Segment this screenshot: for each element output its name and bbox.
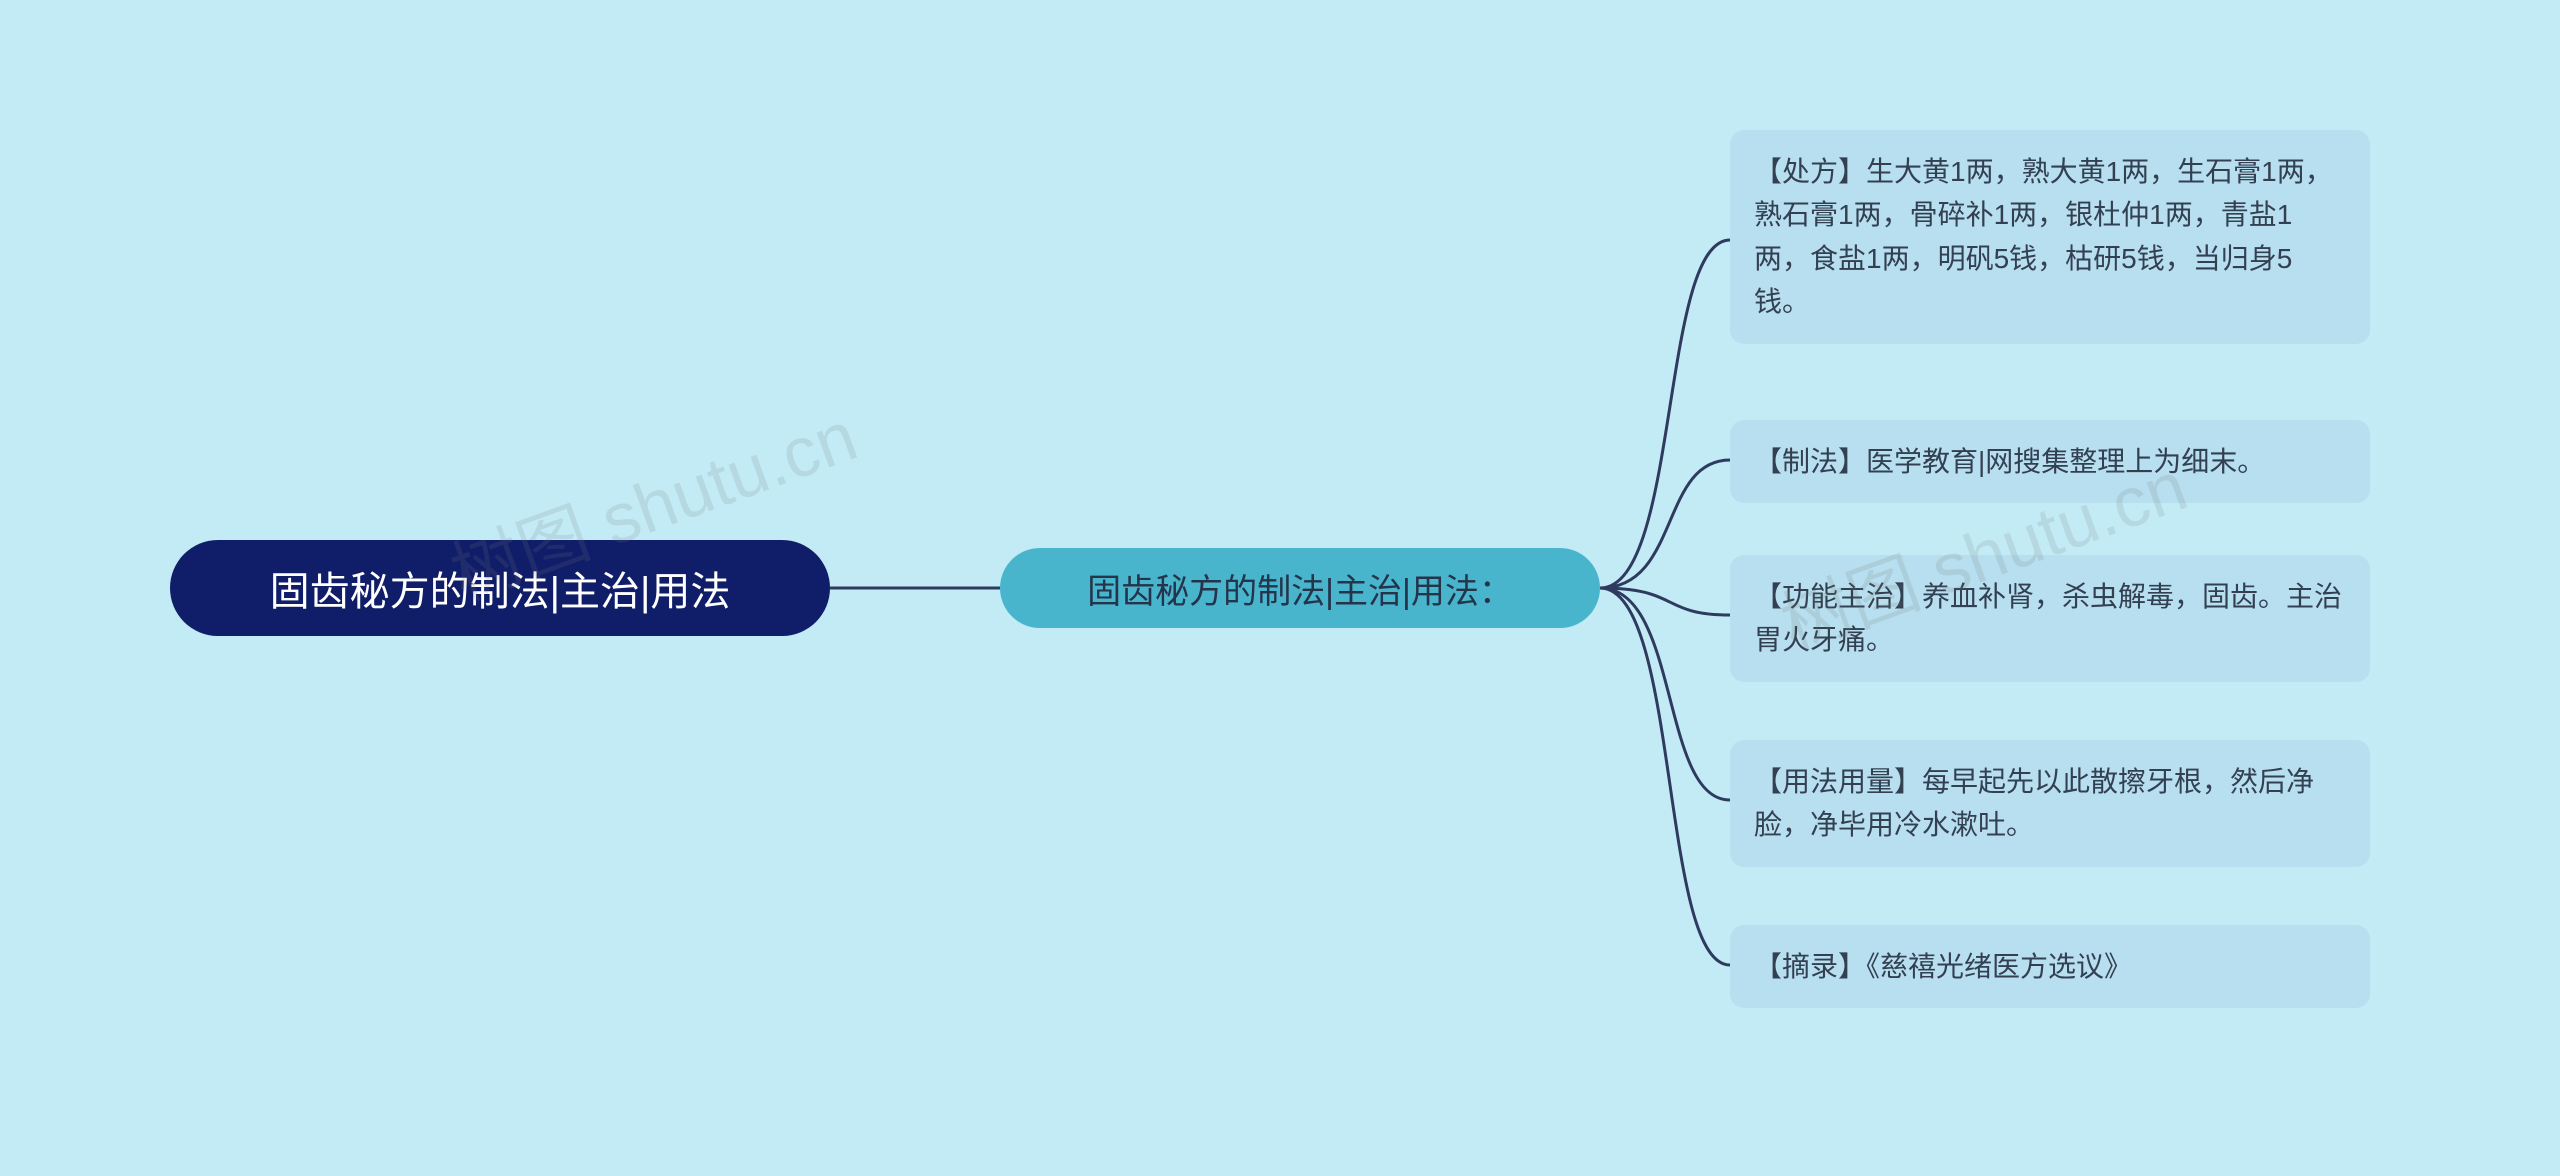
- edge-sub-leaf-3: [1600, 588, 1730, 800]
- leaf-node-3[interactable]: 【用法用量】每早起先以此散擦牙根，然后净脸，净毕用冷水漱吐。: [1730, 740, 2370, 867]
- root-node[interactable]: 固齿秘方的制法|主治|用法: [170, 540, 830, 636]
- leaf-node-2-label: 【功能主治】养血补肾，杀虫解毒，固齿。主治胃火牙痛。: [1754, 575, 2346, 662]
- root-node-label: 固齿秘方的制法|主治|用法: [270, 559, 731, 617]
- leaf-node-0-label: 【处方】生大黄1两，熟大黄1两，生石膏1两，熟石膏1两，骨碎补1两，银杜仲1两，…: [1754, 150, 2346, 324]
- edge-sub-leaf-4: [1600, 588, 1730, 965]
- leaf-node-2[interactable]: 【功能主治】养血补肾，杀虫解毒，固齿。主治胃火牙痛。: [1730, 555, 2370, 682]
- sub-node-label: 固齿秘方的制法|主治|用法：: [1087, 564, 1513, 613]
- leaf-node-1-label: 【制法】医学教育|网搜集整理上为细末。: [1754, 440, 2265, 483]
- edge-sub-leaf-2: [1600, 588, 1730, 615]
- edge-sub-leaf-0: [1600, 240, 1730, 588]
- sub-node[interactable]: 固齿秘方的制法|主治|用法：: [1000, 548, 1600, 628]
- edge-sub-leaf-1: [1600, 460, 1730, 588]
- leaf-node-4[interactable]: 【摘录】《慈禧光绪医方选议》: [1730, 925, 2370, 1008]
- leaf-node-1[interactable]: 【制法】医学教育|网搜集整理上为细末。: [1730, 420, 2370, 503]
- leaf-node-3-label: 【用法用量】每早起先以此散擦牙根，然后净脸，净毕用冷水漱吐。: [1754, 760, 2346, 847]
- leaf-node-0[interactable]: 【处方】生大黄1两，熟大黄1两，生石膏1两，熟石膏1两，骨碎补1两，银杜仲1两，…: [1730, 130, 2370, 344]
- leaf-node-4-label: 【摘录】《慈禧光绪医方选议》: [1754, 945, 2132, 988]
- mindmap-canvas: 固齿秘方的制法|主治|用法 固齿秘方的制法|主治|用法： 【处方】生大黄1两，熟…: [0, 0, 2560, 1176]
